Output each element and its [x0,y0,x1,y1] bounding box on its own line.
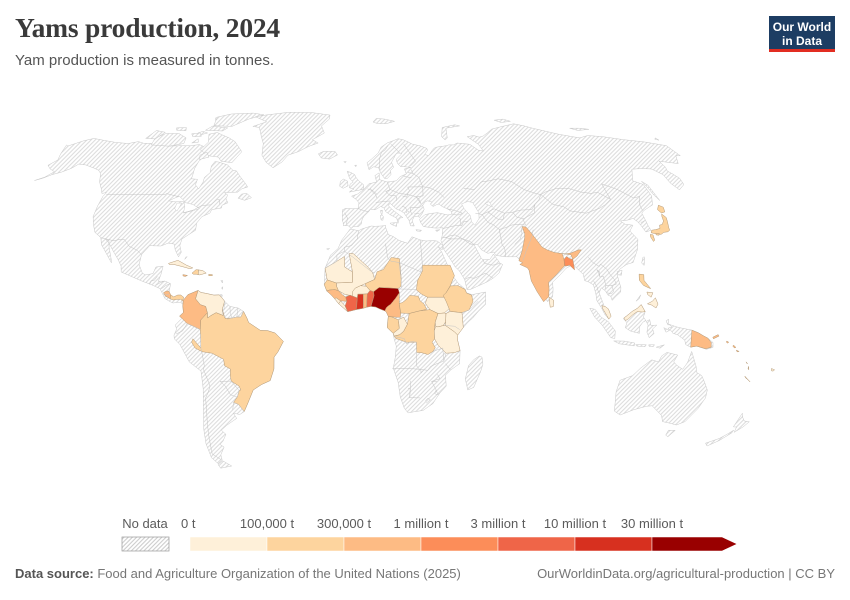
svg-text:No data: No data [122,516,168,531]
svg-text:1 million t: 1 million t [394,516,449,531]
svg-text:300,000 t: 300,000 t [317,516,372,531]
svg-text:3 million t: 3 million t [471,516,526,531]
svg-text:10 million t: 10 million t [544,516,607,531]
svg-text:100,000 t: 100,000 t [240,516,295,531]
svg-text:0 t: 0 t [181,516,196,531]
svg-text:30 million t: 30 million t [621,516,684,531]
